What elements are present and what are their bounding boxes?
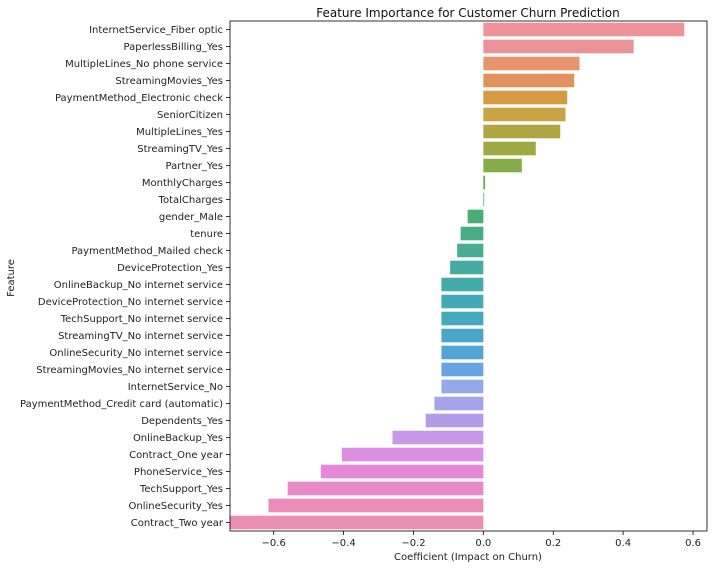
x-axis-title: Coefficient (Impact on Churn)	[394, 552, 542, 563]
y-tick-label: OnlineSecurity_Yes	[129, 501, 223, 512]
bar	[483, 73, 575, 88]
chart-title: Feature Importance for Customer Churn Pr…	[316, 6, 620, 20]
bar	[287, 481, 484, 496]
y-tick-label: DeviceProtection_Yes	[117, 263, 223, 274]
bar	[483, 175, 486, 190]
bar	[483, 39, 634, 54]
y-tick-label: tenure	[190, 229, 223, 240]
bar	[457, 243, 484, 258]
x-tick-label: −0.2	[401, 538, 425, 549]
bar	[441, 277, 484, 292]
y-tick-label: Contract_One year	[129, 450, 224, 461]
y-tick-labels: InternetService_Fiber optic PaperlessBill…	[20, 25, 230, 529]
bar	[483, 141, 536, 156]
bar	[483, 124, 561, 139]
y-tick-label: gender_Male	[159, 212, 223, 223]
y-tick-label: Dependents_Yes	[141, 416, 223, 427]
y-tick-label: PaperlessBilling_Yes	[124, 42, 223, 53]
y-tick-label: OnlineBackup_Yes	[133, 433, 223, 444]
y-tick-label: SeniorCitizen	[157, 110, 223, 121]
y-tick-label: DeviceProtection_No internet service	[38, 297, 223, 308]
y-tick-label: OnlineBackup_No internet service	[54, 280, 223, 291]
y-tick-label: PhoneService_Yes	[134, 467, 223, 478]
x-tick-labels: −0.6 −0.4 −0.2 0.0 0.2 0.4 0.6	[262, 531, 701, 549]
y-tick-label: StreamingTV_Yes	[137, 144, 223, 155]
bar	[483, 90, 568, 105]
x-tick-label: 0.0	[475, 538, 491, 549]
bar	[268, 498, 484, 513]
y-tick-label: TotalCharges	[158, 195, 223, 206]
y-tick-label: MonthlyCharges	[142, 178, 223, 189]
y-tick-label: MultipleLines_No phone service	[65, 59, 223, 70]
bar	[441, 311, 484, 326]
y-tick-label: Contract_Two year	[131, 518, 224, 529]
bar	[483, 56, 580, 71]
y-tick-label: PaymentMethod_Credit card (automatic)	[20, 399, 223, 410]
bar	[230, 515, 484, 530]
x-tick-label: 0.2	[545, 538, 561, 549]
bar	[441, 294, 484, 309]
y-tick-label: Partner_Yes	[166, 161, 224, 172]
bar	[425, 413, 484, 428]
y-tick-label: TechSupport_Yes	[139, 484, 223, 495]
bar	[320, 464, 484, 479]
y-axis-title: Feature	[6, 259, 17, 297]
bar	[341, 447, 484, 462]
y-tick-label: MultipleLines_Yes	[136, 127, 223, 138]
bar	[441, 345, 484, 360]
bars-group	[230, 22, 685, 530]
y-tick-label: TechSupport_No internet service	[60, 314, 223, 325]
y-tick-label: StreamingTV_No internet service	[58, 331, 223, 342]
x-tick-label: −0.6	[262, 538, 286, 549]
bar	[460, 226, 484, 241]
x-tick-label: 0.4	[615, 538, 631, 549]
bar	[434, 396, 484, 411]
bar	[483, 107, 566, 122]
bar	[450, 260, 484, 275]
plot-frame	[229, 20, 708, 532]
bar	[483, 158, 522, 173]
bar	[483, 22, 685, 37]
y-tick-label: InternetService_Fiber optic	[89, 25, 223, 36]
bar	[483, 192, 485, 207]
y-tick-label: StreamingMovies_Yes	[115, 76, 223, 87]
x-tick-label: 0.6	[685, 538, 701, 549]
y-tick-label: PaymentMethod_Mailed check	[71, 246, 223, 257]
bar	[441, 362, 484, 377]
bar	[467, 209, 484, 224]
bar	[441, 328, 484, 343]
x-tick-label: −0.4	[331, 538, 355, 549]
y-tick-label: PaymentMethod_Electronic check	[55, 93, 223, 104]
y-tick-label: OnlineSecurity_No internet service	[49, 348, 223, 359]
y-tick-label: StreamingMovies_No internet service	[36, 365, 223, 376]
y-tick-label: InternetService_No	[128, 382, 223, 393]
bar	[392, 430, 484, 445]
bar	[441, 379, 484, 394]
